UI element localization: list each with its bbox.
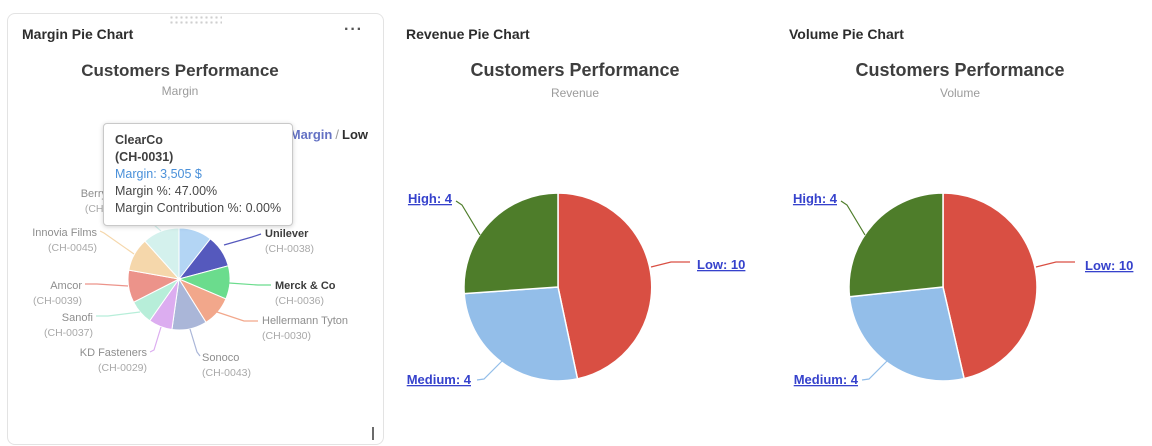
revenue-pie-leader-high bbox=[455, 200, 481, 236]
slice-label-name-innovia-films: Innovia Films bbox=[32, 227, 97, 239]
slice-label-code-unilever: (CH-0038) bbox=[265, 243, 314, 255]
volume-pie-slice-high[interactable] bbox=[848, 192, 944, 298]
slice-label-name-merck-co: Merck & Co bbox=[275, 280, 336, 292]
slice-label-name-sonoco: Sonoco bbox=[202, 352, 239, 364]
revenue-pie-slice-low[interactable] bbox=[557, 192, 653, 380]
margin-pie-leader-merck-co bbox=[228, 282, 271, 286]
slice-label-name-sanofi: Sanofi bbox=[62, 312, 93, 324]
volume-pie-label-low[interactable]: Low: 10 bbox=[1085, 258, 1133, 273]
slice-label-name-kd-fasteners: KD Fasteners bbox=[80, 347, 148, 359]
margin-pie-leader-sanofi bbox=[96, 311, 141, 317]
volume-pie-slice-medium[interactable] bbox=[848, 286, 965, 382]
volume-pie-leader-high bbox=[840, 200, 866, 236]
tooltip-customer-name: ClearCo bbox=[115, 133, 163, 147]
slice-label-name-berry: Berry bbox=[81, 188, 108, 200]
tooltip-margin-pct: Margin %: 47.00% bbox=[115, 184, 218, 198]
chart-subtitle-volume: Volume bbox=[939, 86, 981, 100]
revenue-pie-label-medium[interactable]: Medium: 4 bbox=[407, 372, 472, 387]
slice-label-name-amcor: Amcor bbox=[50, 280, 82, 292]
margin-pie-slice-berry[interactable] bbox=[144, 227, 180, 281]
drag-handle-icon[interactable] bbox=[169, 15, 222, 25]
card-title-margin: Margin Pie Chart bbox=[22, 26, 134, 42]
chart-title-volume: Customers Performance bbox=[855, 60, 1065, 80]
slice-label-code-merck-co: (CH-0036) bbox=[275, 295, 324, 307]
revenue-pie-label-high[interactable]: High: 4 bbox=[408, 191, 453, 206]
card-title-revenue: Revenue Pie Chart bbox=[406, 26, 530, 42]
chart-title-margin: Customers Performance bbox=[81, 61, 279, 80]
chart-subtitle-margin: Margin bbox=[161, 84, 199, 98]
volume-pie-leader-medium bbox=[861, 358, 890, 381]
revenue-pie-slice-high[interactable] bbox=[463, 192, 559, 295]
slice-tooltip: ClearCo (CH-0031) Margin: 3,505 $ Margin… bbox=[103, 123, 294, 226]
card-menu-button[interactable]: ··· bbox=[344, 21, 363, 38]
breadcrumb-separator: / bbox=[335, 127, 339, 142]
resize-handle[interactable] bbox=[372, 427, 374, 440]
revenue-pie-label-low[interactable]: Low: 10 bbox=[697, 257, 745, 272]
chart-title-revenue: Customers Performance bbox=[470, 60, 680, 80]
tooltip-margin-contribution: Margin Contribution %: 0.00% bbox=[115, 201, 282, 215]
volume-pie-slice-low[interactable] bbox=[942, 192, 1038, 380]
slice-label-code-kd-fasteners: (CH-0029) bbox=[98, 362, 147, 374]
tooltip-margin-value: Margin: 3,505 $ bbox=[115, 167, 202, 181]
margin-pie-leader-innovia-films bbox=[99, 230, 135, 255]
volume-pie-label-medium[interactable]: Medium: 4 bbox=[794, 372, 859, 387]
tooltip-customer-code: (CH-0031) bbox=[115, 150, 174, 164]
breadcrumb-link-margin[interactable]: Margin bbox=[289, 127, 333, 142]
margin-pie-leader-hellermann-tyton bbox=[216, 311, 258, 322]
revenue-pie-slice-medium[interactable] bbox=[463, 286, 579, 382]
slice-label-code-sanofi: (CH-0037) bbox=[44, 327, 93, 339]
card-title-volume: Volume Pie Chart bbox=[789, 26, 904, 42]
chart-subtitle-revenue: Revenue bbox=[550, 86, 600, 100]
slice-label-code-hellermann-tyton: (CH-0030) bbox=[262, 330, 311, 342]
revenue-pie-leader-low bbox=[650, 261, 690, 268]
margin-pie-leader-kd-fasteners bbox=[149, 326, 162, 353]
volume-pie-label-high[interactable]: High: 4 bbox=[793, 191, 838, 206]
slice-label-code-sonoco: (CH-0043) bbox=[202, 367, 251, 379]
revenue-pie-leader-medium bbox=[476, 358, 505, 381]
margin-pie-leader-unilever bbox=[223, 233, 262, 246]
volume-pie-leader-low bbox=[1035, 261, 1075, 268]
slice-label-code-amcor: (CH-0039) bbox=[33, 295, 82, 307]
margin-pie-leader-sonoco bbox=[189, 328, 201, 357]
margin-pie-leader-amcor bbox=[85, 283, 129, 287]
breadcrumb-current-low: Low bbox=[342, 127, 368, 142]
breadcrumb: Margin / Low bbox=[240, 127, 368, 142]
slice-label-name-unilever: Unilever bbox=[265, 228, 309, 240]
slice-label-name-hellermann-tyton: Hellermann Tyton bbox=[262, 315, 348, 327]
slice-label-code-berry: (CH- bbox=[85, 203, 108, 215]
slice-label-code-innovia-films: (CH-0045) bbox=[48, 242, 97, 254]
